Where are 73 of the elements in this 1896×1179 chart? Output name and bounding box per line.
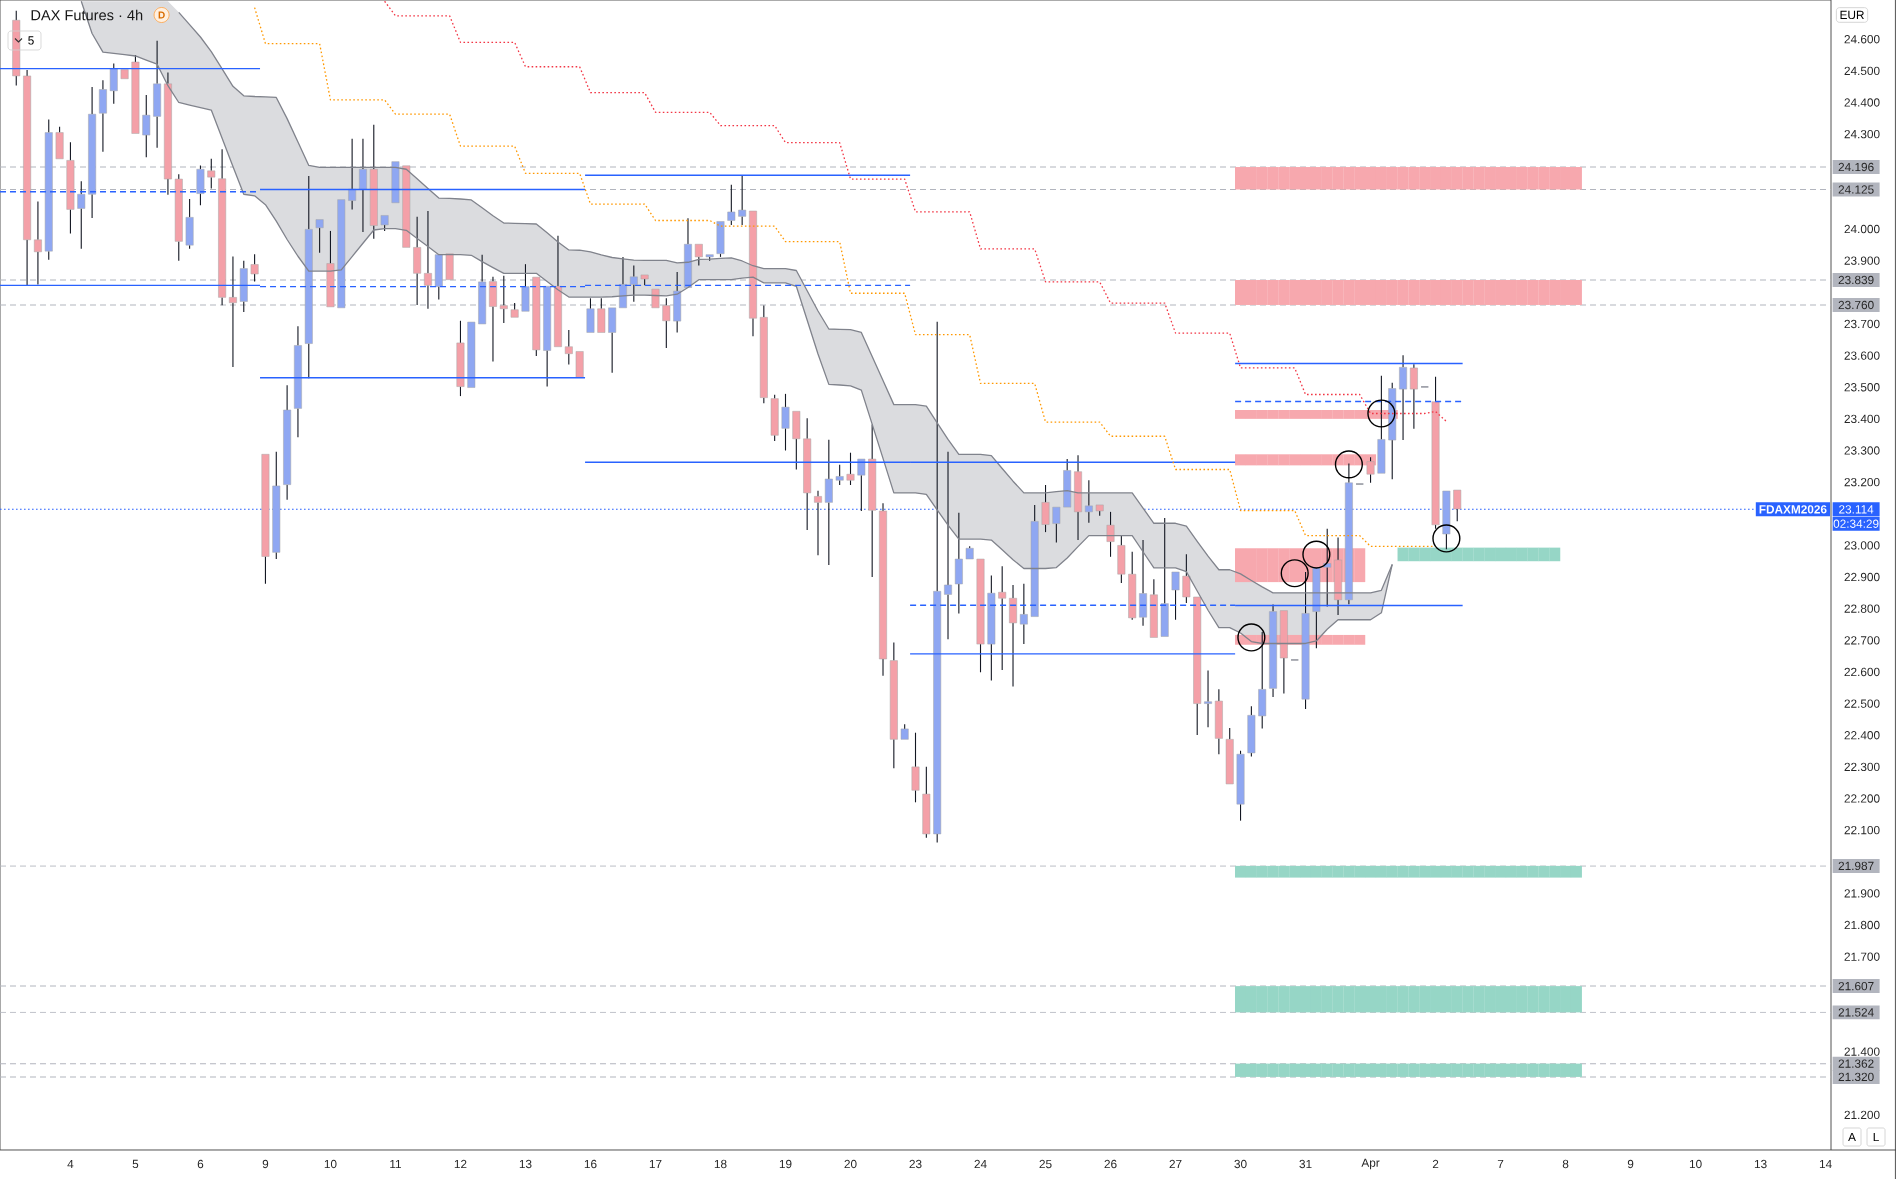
y-tick-label: 23.700 [1844,319,1880,329]
x-tick-label: 27 [1169,1159,1182,1169]
x-tick-label: 14 [1819,1159,1832,1169]
x-tick-label: 7 [1497,1159,1504,1169]
x-tick-label: 6 [197,1159,204,1169]
x-tick-label: 24 [974,1159,987,1169]
ref-line-label: 24.125 [1838,185,1874,194]
x-tick-label: 17 [649,1159,662,1169]
y-tick-label: 21.400 [1844,1047,1880,1056]
x-tick-label: 25 [1039,1159,1052,1169]
ref-line-label: 21.987 [1838,861,1874,871]
y-tick-label: 24.500 [1844,66,1880,76]
y-tick-label: 22.400 [1844,731,1880,740]
annotation: 5 [28,36,34,45]
x-tick-label: 31 [1299,1159,1312,1169]
ref-line-label: 21.607 [1838,981,1874,991]
x-tick-label: 9 [1627,1159,1634,1169]
y-axis-title: EUR [1840,10,1864,20]
y-tick-label: 24.400 [1844,98,1880,107]
ref-line-label: 21.362 [1838,1059,1874,1068]
y-tick-label: 21.200 [1844,1110,1880,1120]
text: DAX Futures · 4h [31,9,143,21]
x-tick-label: 10 [324,1159,337,1169]
y-tick-label: 22.900 [1844,572,1880,582]
y-tick-label: 24.600 [1844,35,1880,44]
x-tick-label: 10 [1689,1159,1702,1169]
x-tick-label: 20 [844,1159,857,1169]
y-tick-label: 22.100 [1844,825,1880,835]
y-tick-label: 24.300 [1844,129,1880,139]
y-tick-label: 22.600 [1844,667,1880,677]
ref-line-label: 23.839 [1838,275,1874,285]
ref-line-label: 24.196 [1838,162,1874,172]
y-tick-label: 21.800 [1844,920,1880,930]
y-tick-label: 23.500 [1844,383,1880,392]
x-tick-label: 18 [714,1159,727,1169]
y-tick-label: 22.500 [1844,699,1880,708]
ref-line-label: 21.524 [1838,1008,1874,1017]
y-tick-label: 24.000 [1844,224,1880,234]
y-tick-label: 22.800 [1844,604,1880,613]
x-tick-label: 4 [67,1159,74,1169]
text: A [1848,1132,1856,1142]
y-tick-label: 22.300 [1844,762,1880,772]
y-tick-label: 22.700 [1844,636,1880,645]
x-tick-label: 12 [454,1159,467,1169]
x-tick-label: 26 [1104,1159,1117,1169]
y-tick-label: 23.300 [1844,446,1880,455]
x-tick-label: 16 [584,1159,597,1169]
x-tick-label: 19 [779,1159,792,1169]
text: L [1873,1132,1879,1142]
annotation: D [158,11,165,19]
x-tick-label: 11 [390,1159,402,1169]
y-tick-label: 23.000 [1844,541,1880,550]
y-tick-label: 23.200 [1844,477,1880,487]
ref-line-label: 21.320 [1838,1072,1874,1082]
y-tick-label: 22.200 [1844,794,1880,803]
ref-line-label: 23.114 [1839,505,1874,514]
x-tick-label: 13 [1754,1159,1767,1169]
text: 02:34:29 [1833,519,1879,528]
ref-line-label: 23.760 [1838,300,1874,310]
x-tick-label: 30 [1234,1159,1247,1169]
x-tick-label: 8 [1562,1159,1569,1169]
y-tick-label: 23.400 [1844,414,1880,424]
x-tick-label: 9 [262,1159,269,1169]
y-tick-label: 21.700 [1844,952,1880,961]
y-tick-label: 21.900 [1844,889,1880,898]
x-tick-label: Apr [1361,1158,1380,1170]
annotation: FDAXM2026 [1759,505,1827,514]
x-tick-label: 23 [909,1159,922,1169]
y-tick-label: 23.900 [1844,256,1880,265]
y-tick-label: 23.600 [1844,351,1880,360]
x-tick-label: 2 [1432,1159,1439,1169]
x-tick-label: 5 [132,1159,139,1169]
x-tick-label: 13 [519,1159,532,1169]
